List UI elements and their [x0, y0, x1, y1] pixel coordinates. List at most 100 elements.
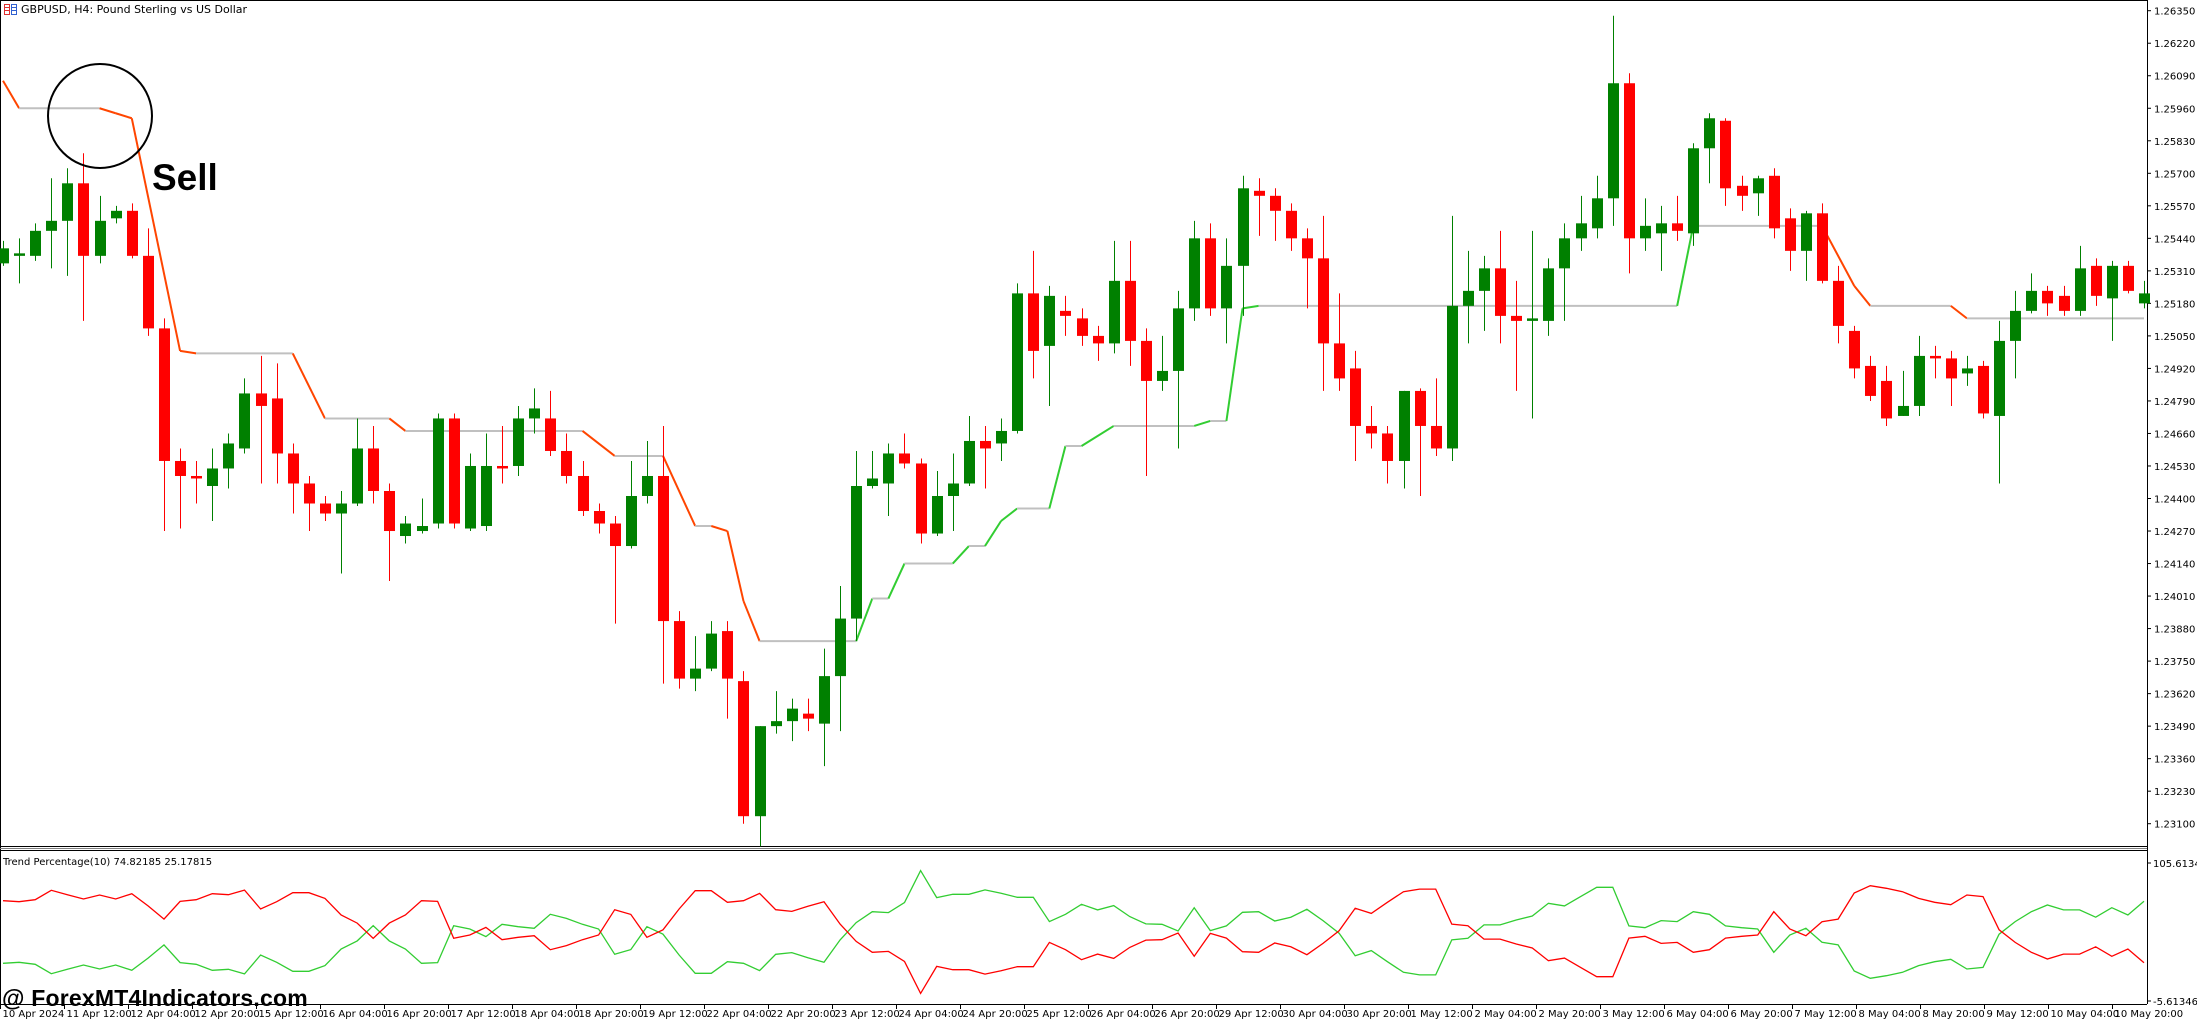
bullish-candle	[0, 240, 9, 266]
bullish-candle	[336, 490, 347, 574]
candle-body	[1511, 315, 1522, 321]
candle-body	[1463, 290, 1474, 306]
bearish-candle	[1093, 325, 1104, 361]
candle-body	[0, 248, 9, 264]
stop-line-segment-down	[179, 349, 197, 355]
price-tick-label: 1.25700	[2154, 169, 2195, 180]
bearish-candle	[1672, 195, 1683, 241]
price-tick-label: 1.25570	[2154, 202, 2195, 213]
candle-body	[1238, 188, 1249, 266]
candle-body	[899, 453, 910, 464]
time-tick-label: 16 Apr 04:00	[323, 1009, 388, 1020]
bearish-candle	[2091, 258, 2102, 306]
bullish-candle	[1463, 250, 1474, 344]
time-tick-label: 22 Apr 20:00	[771, 1009, 836, 1020]
bullish-candle	[706, 621, 717, 672]
candle-body	[400, 523, 411, 537]
bearish-candle	[1431, 378, 1442, 456]
bullish-candle	[417, 498, 428, 534]
trend-up-line	[2, 869, 2145, 979]
stop-line-segment-up	[1193, 419, 1211, 427]
candle-body	[626, 495, 637, 547]
candle-body	[481, 465, 492, 527]
bearish-candle	[1737, 175, 1748, 211]
bullish-candle	[2139, 280, 2150, 309]
trailing-stop-line	[2, 80, 2144, 643]
bearish-candle	[2123, 260, 2134, 294]
candle-body	[1543, 268, 1554, 321]
candle-body	[1028, 293, 1039, 351]
candle-body	[819, 676, 830, 724]
candle-body	[1769, 175, 1780, 229]
candle-body	[932, 495, 943, 534]
bearish-candle	[1881, 365, 1892, 426]
price-tick-label: 1.24920	[2154, 364, 2195, 375]
bullish-candle	[867, 450, 878, 489]
bullish-candle	[1898, 370, 1909, 416]
candle-body	[1318, 258, 1329, 344]
candle-body	[1881, 380, 1892, 419]
bearish-candle	[561, 433, 572, 484]
candle-body	[1785, 218, 1796, 251]
time-tick-label: 12 Apr 20:00	[195, 1009, 260, 1020]
candle-body	[449, 418, 460, 524]
chart-title-text: GBPUSD, H4: Pound Sterling vs US Dollar	[21, 3, 248, 16]
candle-body	[1994, 340, 2005, 416]
trend-down-line	[2, 885, 2145, 995]
candle-body	[175, 460, 186, 476]
time-tick-label: 10 May 20:00	[2115, 1009, 2184, 1020]
time-tick-label: 29 Apr 12:00	[1219, 1009, 1284, 1020]
bearish-candle	[1833, 265, 1844, 344]
candle-body	[143, 255, 154, 329]
bullish-candle	[1543, 258, 1554, 336]
candle-body	[239, 393, 250, 449]
candles	[0, 15, 2150, 847]
bearish-candle	[304, 475, 315, 532]
bearish-candle	[1382, 425, 1393, 484]
bearish-candle	[449, 413, 460, 529]
candle-body	[1640, 225, 1651, 239]
candle-body	[2026, 290, 2037, 311]
candle-body	[111, 210, 122, 219]
candle-body	[352, 448, 363, 504]
bullish-candle	[46, 178, 57, 269]
bearish-candle	[674, 611, 685, 689]
stop-line-segment-down	[662, 455, 697, 527]
price-tick-label: 1.26350	[2154, 7, 2195, 18]
time-tick-label: 9 May 12:00	[1987, 1009, 2049, 1020]
bearish-candle	[980, 425, 991, 489]
bearish-candle	[1785, 208, 1796, 271]
time-tick-label: 15 Apr 12:00	[259, 1009, 324, 1020]
bullish-candle	[481, 433, 492, 532]
candle-body	[787, 708, 798, 722]
bearish-candle	[1849, 325, 1860, 379]
price-tick-label: 1.24010	[2154, 592, 2195, 603]
bearish-candle	[1865, 355, 1876, 401]
candle-body	[191, 475, 202, 479]
candle-body	[14, 253, 25, 256]
candle-body	[1157, 370, 1168, 381]
candle-body	[1012, 293, 1023, 431]
bearish-candle	[159, 318, 170, 532]
candle-body	[1801, 213, 1812, 251]
candle-body	[1527, 318, 1538, 321]
bullish-candle	[1704, 113, 1715, 184]
candle-body	[674, 621, 685, 679]
stop-line-segment-down	[99, 107, 116, 115]
candle-body	[159, 328, 170, 461]
bullish-candle	[1173, 290, 1184, 449]
candle-body	[1978, 365, 1989, 414]
candle-body	[738, 681, 749, 817]
candle-body	[1865, 365, 1876, 396]
bearish-candle	[78, 153, 89, 321]
bullish-candle	[1527, 230, 1538, 419]
bullish-candle	[1238, 175, 1249, 316]
time-tick-label: 26 Apr 04:00	[1091, 1009, 1156, 1020]
time-tick-label: 17 Apr 12:00	[451, 1009, 516, 1020]
candle-body	[223, 443, 234, 469]
time-tick-label: 18 Apr 04:00	[515, 1009, 580, 1020]
indicator-tick-label: 105.61346	[2153, 859, 2197, 870]
bearish-candle	[1624, 73, 1635, 274]
bullish-candle	[95, 195, 106, 264]
time-tick-label: 22 Apr 04:00	[707, 1009, 772, 1020]
